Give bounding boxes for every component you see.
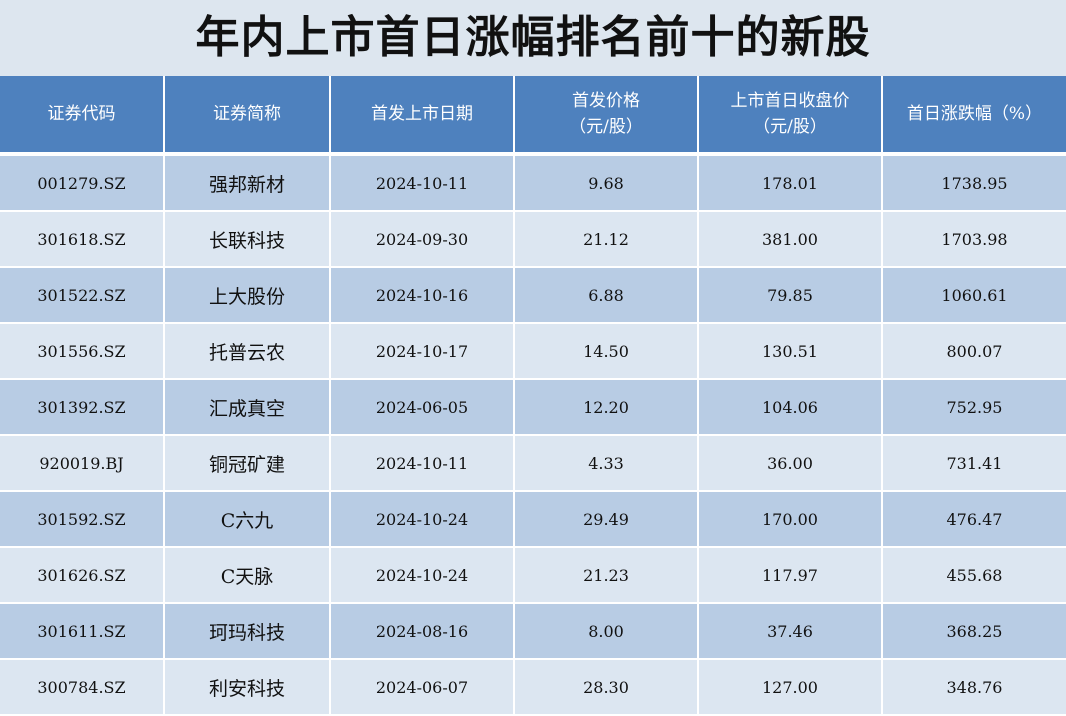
cell-ipo-price: 9.68 (515, 156, 699, 212)
cell-change-pct: 348.76 (883, 660, 1066, 716)
cell-change-pct: 368.25 (883, 604, 1066, 660)
cell-name: 上大股份 (165, 268, 331, 324)
column-header-close-price: 上市首日收盘价 （元/股） (699, 76, 883, 156)
cell-ipo-date: 2024-10-17 (331, 324, 515, 380)
cell-ipo-price: 4.33 (515, 436, 699, 492)
cell-close-price: 104.06 (699, 380, 883, 436)
cell-close-price: 127.00 (699, 660, 883, 716)
cell-change-pct: 731.41 (883, 436, 1066, 492)
cell-ipo-date: 2024-10-11 (331, 156, 515, 212)
cell-change-pct: 1703.98 (883, 212, 1066, 268)
table-row: 001279.SZ 强邦新材 2024-10-11 9.68 178.01 1738.95 (0, 156, 1066, 212)
cell-name: 托普云农 (165, 324, 331, 380)
cell-ipo-price: 12.20 (515, 380, 699, 436)
cell-ipo-date: 2024-09-30 (331, 212, 515, 268)
cell-change-pct: 1738.95 (883, 156, 1066, 212)
cell-code: 001279.SZ (0, 156, 165, 212)
cell-ipo-price: 14.50 (515, 324, 699, 380)
cell-code: 920019.BJ (0, 436, 165, 492)
cell-code: 301556.SZ (0, 324, 165, 380)
cell-change-pct: 455.68 (883, 548, 1066, 604)
table-row: 301556.SZ 托普云农 2024-10-17 14.50 130.51 800.07 (0, 324, 1066, 380)
cell-name: 强邦新材 (165, 156, 331, 212)
cell-ipo-date: 2024-06-05 (331, 380, 515, 436)
column-header-label: 证券简称 (213, 104, 281, 124)
cell-ipo-date: 2024-06-07 (331, 660, 515, 716)
column-header-label: 首发上市日期 (371, 104, 473, 124)
page-title: 年内上市首日涨幅排名前十的新股 (195, 12, 871, 63)
cell-code: 300784.SZ (0, 660, 165, 716)
cell-ipo-price: 21.12 (515, 212, 699, 268)
table-body: 001279.SZ 强邦新材 2024-10-11 9.68 178.01 1738.95… (0, 156, 1066, 716)
cell-name: 汇成真空 (165, 380, 331, 436)
table-row: 920019.BJ 铜冠矿建 2024-10-11 4.33 36.00 731.41 (0, 436, 1066, 492)
table-row: 300784.SZ 利安科技 2024-06-07 28.30 127.00 348.76 (0, 660, 1066, 716)
table-row: 301392.SZ 汇成真空 2024-06-05 12.20 104.06 752.95 (0, 380, 1066, 436)
cell-ipo-price: 28.30 (515, 660, 699, 716)
cell-ipo-date: 2024-10-16 (331, 268, 515, 324)
column-header-label: （元/股） (753, 117, 827, 137)
cell-ipo-date: 2024-10-24 (331, 492, 515, 548)
cell-close-price: 117.97 (699, 548, 883, 604)
table-row: 301626.SZ C天脉 2024-10-24 21.23 117.97 455.68 (0, 548, 1066, 604)
cell-change-pct: 752.95 (883, 380, 1066, 436)
table-row: 301592.SZ C六九 2024-10-24 29.49 170.00 476.47 (0, 492, 1066, 548)
cell-change-pct: 476.47 (883, 492, 1066, 548)
cell-ipo-date: 2024-10-24 (331, 548, 515, 604)
cell-ipo-price: 21.23 (515, 548, 699, 604)
ipo-ranking-table: 证券代码 证券简称 首发上市日期 首发价格 （元/股） 上市首日收盘价 （元/股） 首日涨跌幅… (0, 76, 1066, 716)
table-row: 301618.SZ 长联科技 2024-09-30 21.12 381.00 1703.9… (0, 212, 1066, 268)
cell-ipo-price: 8.00 (515, 604, 699, 660)
cell-code: 301611.SZ (0, 604, 165, 660)
cell-ipo-date: 2024-10-11 (331, 436, 515, 492)
cell-close-price: 37.46 (699, 604, 883, 660)
cell-name: 珂玛科技 (165, 604, 331, 660)
cell-close-price: 170.00 (699, 492, 883, 548)
column-header-ipo-price: 首发价格 （元/股） (515, 76, 699, 156)
cell-name: 长联科技 (165, 212, 331, 268)
cell-name: C六九 (165, 492, 331, 548)
cell-name: 利安科技 (165, 660, 331, 716)
cell-change-pct: 800.07 (883, 324, 1066, 380)
cell-code: 301592.SZ (0, 492, 165, 548)
column-header-name: 证券简称 (165, 76, 331, 156)
column-header-label: 证券代码 (47, 104, 116, 124)
column-header-label: 上市首日收盘价 (730, 91, 850, 111)
table-row: 301611.SZ 珂玛科技 2024-08-16 8.00 37.46 368.25 (0, 604, 1066, 660)
table-row: 301522.SZ 上大股份 2024-10-16 6.88 79.85 1060.61 (0, 268, 1066, 324)
cell-ipo-date: 2024-08-16 (331, 604, 515, 660)
column-header-label: （元/股） (569, 117, 643, 137)
column-header-ipo-date: 首发上市日期 (331, 76, 515, 156)
cell-close-price: 79.85 (699, 268, 883, 324)
cell-close-price: 36.00 (699, 436, 883, 492)
cell-change-pct: 1060.61 (883, 268, 1066, 324)
column-header-change-pct: 首日涨跌幅（%） (883, 76, 1066, 156)
cell-name: C天脉 (165, 548, 331, 604)
cell-ipo-price: 29.49 (515, 492, 699, 548)
cell-code: 301618.SZ (0, 212, 165, 268)
cell-close-price: 130.51 (699, 324, 883, 380)
header-row: 证券代码 证券简称 首发上市日期 首发价格 （元/股） 上市首日收盘价 （元/股） 首日涨跌幅… (0, 76, 1066, 156)
cell-ipo-price: 6.88 (515, 268, 699, 324)
column-header-label: 首日涨跌幅（%） (906, 104, 1043, 124)
cell-code: 301392.SZ (0, 380, 165, 436)
cell-name: 铜冠矿建 (165, 436, 331, 492)
column-header-label: 首发价格 (572, 91, 640, 111)
cell-code: 301626.SZ (0, 548, 165, 604)
cell-close-price: 381.00 (699, 212, 883, 268)
column-header-code: 证券代码 (0, 76, 165, 156)
cell-code: 301522.SZ (0, 268, 165, 324)
cell-close-price: 178.01 (699, 156, 883, 212)
